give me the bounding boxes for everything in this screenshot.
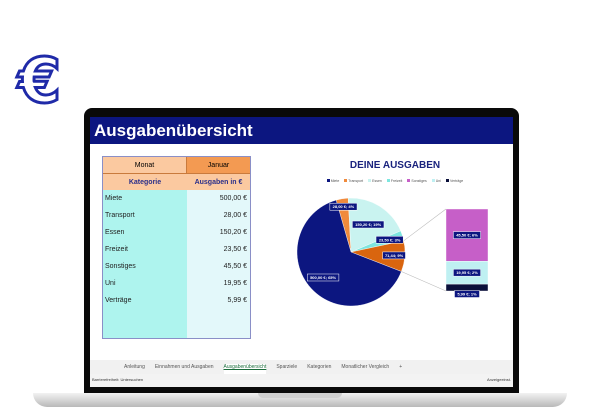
chart-legend: Miete Transport Essen Freizeit Sonstiges Uni V… [280, 179, 510, 183]
category-cell[interactable]: Miete [105, 195, 123, 202]
sheet-title: Ausgabenübersicht [90, 117, 513, 144]
sheet-tab[interactable]: Sparziele [276, 364, 298, 370]
data-label: 23,50 €; 3% [375, 236, 404, 244]
svg-text:500,00 €; 65%: 500,00 €; 65% [310, 275, 336, 280]
sheet-tab[interactable]: Kategorien [307, 364, 332, 370]
laptop-notch [258, 393, 342, 398]
amount-cell[interactable]: 5,99 € [227, 297, 247, 304]
amount-cell[interactable]: 500,00 € [219, 195, 247, 202]
svg-text:19,95 €; 2%: 19,95 €; 2% [456, 270, 478, 275]
sheet-tab[interactable]: Ausgabenübersicht [223, 364, 267, 374]
bar-segment-verträge [445, 283, 489, 292]
amount-cell[interactable]: 28,00 € [223, 212, 247, 219]
spreadsheet-screen: Ausgabenübersicht Monat Januar Kategorie… [90, 117, 513, 387]
category-cell[interactable]: Uni [105, 280, 116, 287]
pie-of-bar-chart: 28,00 €; 4% 150,20 €; 19% 23,50 €; 3% 71,44… [296, 197, 489, 307]
svg-text:45,50 €; 6%: 45,50 €; 6% [456, 233, 478, 238]
sheet-tab[interactable]: + [399, 364, 403, 370]
connector-line [403, 208, 447, 241]
data-label: 19,95 €; 2% [453, 268, 481, 277]
sheet-tab[interactable]: Anleitung [124, 364, 145, 370]
legend-item: Freizeit [386, 179, 402, 183]
accessibility-status[interactable]: Barrierefreiheit: Untersuchen [92, 377, 144, 382]
legend-item: Uni [431, 179, 441, 183]
chart-title: DEINE AUSGABEN [349, 160, 441, 171]
expense-chart: DEINE AUSGABEN Miete Transport Essen Freize… [280, 147, 510, 347]
data-label: 45,50 €; 6% [453, 231, 481, 239]
sheet-tab[interactable]: Einnahmen und Ausgaben [154, 364, 214, 370]
display-settings[interactable]: Anzeigeeinst. [486, 377, 511, 382]
category-cell[interactable]: Sonstiges [105, 263, 136, 270]
laptop-base [33, 393, 567, 407]
euro-icon: € [16, 44, 62, 117]
amount-cell[interactable]: 23,50 € [223, 246, 247, 253]
data-label: 28,00 €; 4% [329, 202, 358, 211]
svg-text:5,99 €; 1%: 5,99 €; 1% [457, 292, 477, 297]
amount-cell[interactable]: 19,95 € [223, 280, 247, 287]
amount-header: Ausgaben in € [187, 174, 250, 191]
month-label: Monat [103, 157, 187, 174]
legend-item: Verträge [446, 179, 463, 183]
legend-item: Transport [344, 179, 363, 183]
month-value[interactable]: Januar [187, 157, 250, 174]
svg-text:71,44; 9%: 71,44; 9% [385, 253, 404, 258]
svg-text:150,20 €; 19%: 150,20 €; 19% [355, 222, 381, 227]
svg-text:23,50 €; 3%: 23,50 €; 3% [379, 237, 401, 242]
data-label: 71,44; 9% [382, 251, 406, 260]
category-header: Kategorie [103, 174, 187, 191]
category-cell[interactable]: Freizeit [105, 246, 128, 253]
expense-table: Monat Januar Kategorie Ausgaben in € Mie… [102, 156, 251, 339]
amount-cell[interactable]: 150,20 € [219, 229, 247, 236]
data-label: 5,99 €; 1% [454, 290, 480, 298]
amount-cell[interactable]: 45,50 € [223, 263, 247, 270]
data-label: 500,00 €; 65% [307, 273, 340, 282]
connector-line [401, 271, 447, 292]
category-cell[interactable]: Verträge [105, 297, 132, 304]
svg-text:28,00 €; 4%: 28,00 €; 4% [333, 204, 355, 209]
category-cell[interactable]: Essen [105, 229, 125, 236]
legend-item: Sonstiges [407, 179, 427, 183]
sheet-tabs: Anleitung Einnahmen und Ausgaben Ausgabenü… [90, 360, 513, 374]
legend-item: Miete [326, 179, 339, 183]
category-cell[interactable]: Transport [105, 212, 135, 219]
sheet-tab[interactable]: Monatlicher Vergleich [341, 364, 390, 370]
status-bar: Barrierefreiheit: Untersuchen Anzeigeein… [90, 374, 513, 387]
data-label: 150,20 €; 19% [352, 220, 385, 229]
legend-item: Essen [368, 179, 382, 183]
